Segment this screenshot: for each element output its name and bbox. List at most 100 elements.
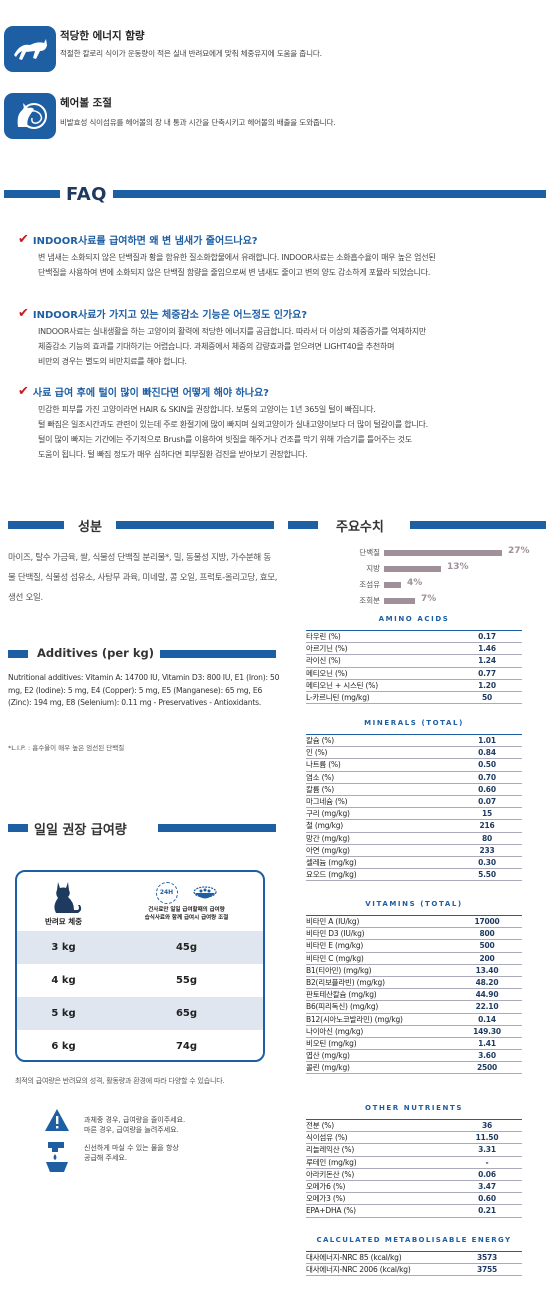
warning-text: 과체중 경우, 급여량을 줄이주세요. 마른 경우, 급여량을 늘려주세요. [84,1116,186,1134]
row-label: 리놀레익산 (%) [306,1145,355,1155]
row-value: 0.77 [478,668,496,678]
table-row: 아르기닌 (%) 1.46 [306,643,522,656]
table-row: 타우린 (%) 0.17 [306,631,522,644]
row-value: 1.41 [478,1038,496,1048]
energy-table: CALCULATED METABOLISABLE ENERGY 대사에너지-NR… [306,1236,522,1277]
row-value: 233 [479,845,495,855]
row-value: 17000 [474,917,500,927]
additives-text: Nutritional additives: Vitamin A: 14700 … [8,673,280,707]
feature-title: 적당한 에너지 함량 [60,30,145,42]
row-label: 대사에너지-NRC 85 (kcal/kg) [306,1253,402,1263]
row-label: 셀레늄 (mg/kg) [306,857,357,867]
grams-header: 24H 건사료만 일일 급여할때의 급여량 습식사료와 함께 급여시 급여량 조… [110,872,263,931]
row-value: 3.47 [478,1182,496,1192]
row-value: 500 [479,941,495,951]
row-label: 염소 (%) [306,772,334,782]
faq-question: ✔ INDOOR사료를 급여하면 왜 변 냄새가 줄어드나요? [18,232,258,247]
key-values-title: 주요수치 [336,520,384,535]
bar-label: 조회분 [359,596,380,605]
section-bar [160,650,276,658]
section-bar [8,521,64,529]
row-value: 36 [481,1121,493,1131]
row-label: 아르기닌 (%) [306,644,348,654]
table-row: B1(티아민) (mg/kg) 13.40 [306,965,522,977]
weight-col-label: 반려묘 체중 [44,917,83,926]
row-label: L-카르니틴 (mg/kg) [306,693,370,703]
row-value: 1.46 [478,644,496,654]
row-label: 망간 (mg/kg) [306,833,350,843]
row-value: 0.50 [478,760,496,770]
row-value: 3.60 [478,1051,496,1061]
bar-value: 27% [508,546,530,556]
row-label: 판토테산칼슘 (mg/kg) [306,990,377,1000]
row-value: 0.14 [478,1014,496,1024]
feeding-row: 5 kg 65g [17,997,263,1030]
table-row: 망간 (mg/kg) 80 [306,833,522,845]
ingredients-title: 성분 [78,520,102,535]
vitamins-table: VITAMINS (TOTAL) 비타민 A (IU/kg) 17000 비타민 D… [306,900,522,1075]
table-row: 마그네슘 (%) 0.07 [306,796,522,809]
row-value: 0.60 [478,784,496,794]
row-label: 비타민 D3 (IU/kg) [306,929,365,939]
row-label: 요오드 (mg/kg) [306,870,357,880]
row-label: B6(피리독신) (mg/kg) [306,1002,379,1012]
bar-fill [384,566,441,572]
row-label: 엽산 (mg/kg) [306,1051,350,1061]
row-label: 칼슘 (%) [306,736,334,746]
row-value: 0.07 [478,797,496,807]
table-row: B6(피리독신) (mg/kg) 22.10 [306,1001,522,1014]
table-row: 오메가6 (%) 3.47 [306,1181,522,1194]
table-row: 비오틴 (mg/kg) 1.41 [306,1038,522,1051]
check-icon: ✔ [18,384,29,399]
check-icon: ✔ [18,232,29,247]
faq-divider [4,190,546,198]
row-value: 0.17 [478,632,496,642]
row-value: 0.60 [478,1194,496,1204]
ingredients-text: 마이즈, 탈수 가금육, 쌀, 식물성 단백질 분리물*, 밀, 동물성 지방,… [8,553,278,603]
table-row: 오메가3 (%) 0.60 [306,1193,522,1206]
row-label: 식이섬유 (%) [306,1133,348,1143]
row-value: 22.10 [475,1002,499,1012]
row-label: B1(티아민) (mg/kg) [306,965,372,975]
additives-title: Additives (per kg) [37,646,154,660]
table-row: 구리 (mg/kg) 15 [306,808,522,821]
feeding-title: 일일 권장 급여량 [34,823,127,838]
table-row: 식이섬유 (%) 11.50 [306,1132,522,1145]
table-row: 엽산 (mg/kg) 3.60 [306,1050,522,1063]
other-table: OTHER NUTRIENTS 전분 (%) 36 식이섬유 (%) 11.50 리놀레… [306,1104,522,1218]
feature-desc: 비발효성 식이섬유를 헤어볼의 장 내 통과 시간을 단축시키고 헤어볼의 배출… [60,118,336,127]
row-label: 콜린 (mg/kg) [306,1063,350,1073]
water-tap-icon [46,1142,68,1172]
clock-24h-icon: 24H [155,881,178,904]
row-label: 루테인 (mg/kg) [306,1157,357,1167]
table-row: 아연 (mg/kg) 233 [306,845,522,857]
table-row: 철 (mg/kg) 216 [306,820,522,833]
row-label: 라이신 (%) [306,656,341,666]
table-row: 요오드 (mg/kg) 5.50 [306,869,522,882]
row-value: 3755 [476,1265,498,1275]
row-value: 800 [479,929,495,939]
section-bar [116,521,274,529]
table-row: B2(리보플라빈) (mg/kg) 48.20 [306,977,522,990]
table-row: 리놀레익산 (%) 3.31 [306,1144,522,1157]
table-title: AMINO ACIDS [306,615,522,631]
row-label: 오메가3 (%) [306,1194,346,1204]
table-row: 칼슘 (%) 1.01 [306,735,522,748]
row-value: 44.90 [475,990,499,1000]
table-row: 비타민 D3 (IU/kg) 800 [306,928,522,941]
row-value: 0.30 [478,857,496,867]
row-label: 대사에너지-NRC 2006 (kcal/kg) [306,1265,411,1275]
faq-answer: 변 냄새는 소화되지 않은 단백질과 황을 함유한 질소화합물에서 유래합니다.… [38,253,436,277]
food-bowl-icon [192,885,217,898]
feeding-row: 6 kg 74g [51,1041,198,1052]
row-value: 0.21 [478,1206,496,1216]
row-label: 비타민 A (IU/kg) [306,917,360,927]
table-row: 메티오닌 (%) 0.77 [306,668,522,680]
feeding-row: 4 kg 55g [51,975,198,986]
table-row: 아라키돈산 (%) 0.06 [306,1169,522,1181]
bar-label: 단백질 [359,548,380,557]
row-label: 아라키돈산 (%) [306,1169,355,1179]
row-label: B2(리보플라빈) (mg/kg) [306,978,385,988]
row-value: 80 [481,833,493,843]
row-label: 메티오닌 + 시스틴 (%) [306,680,378,690]
